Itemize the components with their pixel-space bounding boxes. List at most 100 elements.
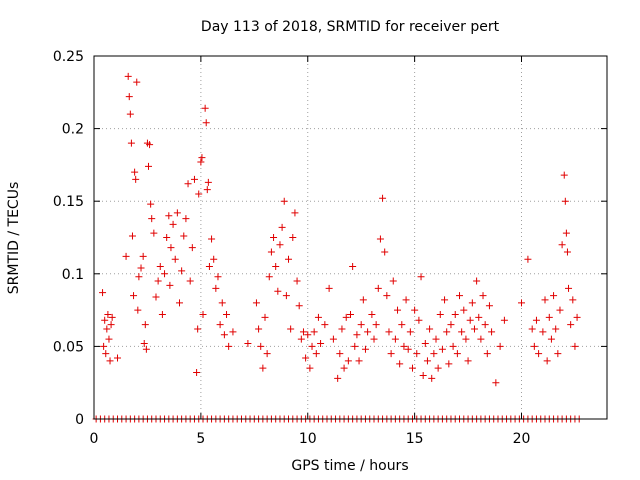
data-point <box>126 110 134 118</box>
data-point <box>438 345 446 353</box>
data-point <box>201 104 209 112</box>
data-point <box>223 310 231 318</box>
data-point <box>561 197 569 205</box>
data-point <box>421 339 429 347</box>
x-axis-label: GPS time / hours <box>291 458 408 474</box>
y-tick-label: 0.1 <box>62 267 84 283</box>
data-point <box>556 306 564 314</box>
data-point <box>500 316 508 324</box>
data-point <box>293 277 301 285</box>
data-point <box>428 374 436 382</box>
data-point <box>163 234 171 241</box>
data-point <box>321 321 329 329</box>
data-point <box>329 335 337 343</box>
data-point <box>436 310 444 318</box>
data-points <box>92 72 583 423</box>
data-point <box>308 342 316 350</box>
data-point <box>312 350 320 358</box>
data-point <box>381 248 389 256</box>
data-point <box>389 277 397 285</box>
data-point <box>291 209 299 217</box>
data-point <box>464 357 472 365</box>
data-point <box>131 168 139 176</box>
data-point <box>413 350 421 358</box>
data-point <box>188 244 196 252</box>
data-point <box>518 299 525 307</box>
data-point <box>195 190 203 198</box>
data-point <box>325 284 333 292</box>
data-point <box>477 335 485 343</box>
data-point <box>488 328 496 336</box>
data-point <box>252 299 260 307</box>
data-point <box>453 350 461 358</box>
data-point <box>297 335 305 343</box>
data-point <box>133 78 141 86</box>
data-point <box>353 331 361 339</box>
data-point <box>267 248 275 256</box>
data-point <box>103 325 111 333</box>
data-point <box>124 72 132 80</box>
data-point <box>569 296 577 304</box>
data-point <box>130 292 138 300</box>
data-point <box>289 234 297 241</box>
data-point <box>122 252 130 260</box>
data-point <box>387 350 395 358</box>
data-point <box>344 357 352 365</box>
data-point <box>528 325 536 333</box>
data-point <box>370 335 378 343</box>
data-point <box>190 175 198 183</box>
data-point <box>216 321 224 329</box>
data-point <box>317 339 325 347</box>
data-point <box>165 212 173 220</box>
data-point <box>101 316 109 324</box>
data-point <box>100 342 108 350</box>
data-point <box>255 325 263 333</box>
data-point <box>186 277 194 285</box>
data-point <box>306 364 314 372</box>
data-point <box>430 350 438 358</box>
data-point <box>468 299 476 307</box>
data-point <box>194 325 202 333</box>
data-point <box>169 220 177 228</box>
data-point <box>265 273 273 281</box>
data-point <box>99 289 107 297</box>
data-point <box>462 335 470 343</box>
data-point <box>368 310 376 318</box>
plot-frame <box>93 55 608 420</box>
data-point <box>571 342 579 350</box>
data-point <box>205 263 213 271</box>
data-point <box>314 313 322 321</box>
data-point <box>167 244 175 252</box>
data-point <box>178 267 186 275</box>
data-point <box>532 316 540 324</box>
data-point <box>132 175 140 183</box>
data-point <box>573 313 581 321</box>
data-point <box>460 306 468 314</box>
data-point <box>550 292 558 300</box>
data-point <box>220 331 228 339</box>
data-point <box>257 342 265 350</box>
y-tick-label: 0.15 <box>53 194 84 210</box>
data-point <box>184 180 192 188</box>
data-point <box>225 342 233 350</box>
data-point <box>458 328 466 336</box>
data-point <box>146 141 154 149</box>
data-point <box>104 310 112 318</box>
data-point <box>374 284 382 292</box>
data-point <box>359 296 367 304</box>
chart-title: Day 113 of 2018, SRMTID for receiver per… <box>201 19 500 35</box>
data-point <box>107 321 115 329</box>
data-point <box>140 339 148 347</box>
data-point <box>545 313 553 321</box>
x-tick-label: 0 <box>90 431 99 447</box>
data-point <box>547 335 555 343</box>
data-point <box>563 248 571 256</box>
data-point <box>349 263 357 271</box>
data-point <box>379 194 387 202</box>
data-point <box>562 229 570 237</box>
data-point <box>166 281 174 289</box>
data-point <box>552 325 560 333</box>
data-point <box>114 354 122 362</box>
data-point <box>423 357 431 365</box>
